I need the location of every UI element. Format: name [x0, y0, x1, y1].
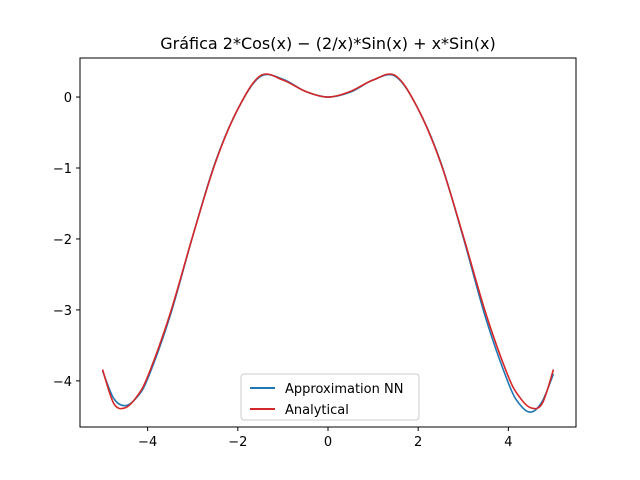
y-tick-label: 0	[64, 91, 72, 106]
chart-title: Gráfica 2*Cos(x) − (2/x)*Sin(x) + x*Sin(…	[160, 34, 496, 53]
legend-label: Approximation NN	[285, 382, 403, 397]
y-axis: 0 −1 −2 −3 −4	[53, 91, 80, 390]
series-layer	[101, 73, 555, 413]
x-tick-label: −4	[138, 435, 157, 450]
series-line-analytical	[101, 73, 555, 410]
legend-box	[240, 373, 420, 421]
legend: Approximation NN Analytical	[240, 373, 420, 421]
y-tick-label: −3	[53, 304, 72, 319]
x-tick-label: 0	[324, 435, 332, 450]
x-tick-label: 4	[504, 435, 512, 450]
x-tick-label: 2	[414, 435, 422, 450]
legend-label: Analytical	[285, 403, 349, 418]
y-tick-label: −2	[53, 233, 72, 248]
y-tick-label: −4	[53, 375, 72, 390]
y-tick-label: −1	[53, 162, 72, 177]
x-axis: −4 −2 0 2 4	[138, 427, 513, 450]
x-tick-label: −2	[228, 435, 247, 450]
